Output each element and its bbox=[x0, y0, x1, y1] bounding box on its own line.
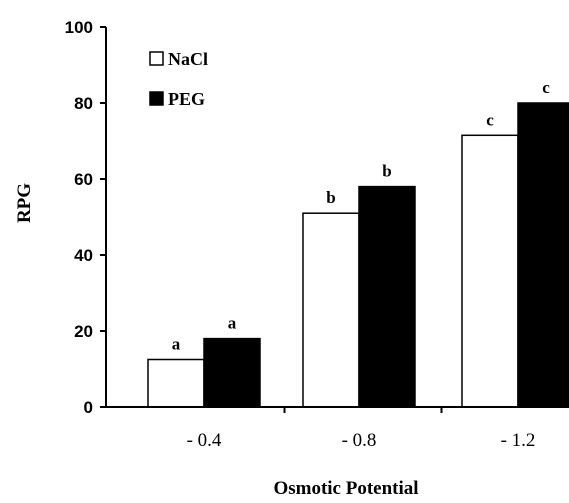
bar-label-nacl-3: c bbox=[486, 110, 494, 129]
bar-label-peg-1: a bbox=[228, 314, 237, 333]
bar-label-peg-3: c bbox=[542, 78, 550, 97]
y-axis-title: RPG bbox=[14, 183, 35, 223]
legend: NaCl PEG bbox=[150, 49, 208, 109]
bar-peg-2 bbox=[359, 187, 415, 407]
bar-nacl-1 bbox=[148, 360, 204, 408]
y-ticks: 0 20 40 60 80 100 bbox=[65, 18, 106, 417]
y-tick-label: 100 bbox=[65, 18, 93, 37]
bar-label-nacl-2: b bbox=[326, 188, 335, 207]
x-ticks: - 0.4 - 0.8 - 1.2 bbox=[187, 407, 536, 451]
y-tick-label: 0 bbox=[84, 398, 93, 417]
y-tick-label: 20 bbox=[74, 322, 93, 341]
bar-peg-3 bbox=[518, 103, 569, 407]
bar-label-peg-2: b bbox=[382, 162, 391, 181]
bars bbox=[148, 103, 569, 407]
bar-nacl-2 bbox=[303, 213, 359, 407]
x-axis-title: Osmotic Potential bbox=[273, 478, 418, 499]
bar-label-nacl-1: a bbox=[172, 335, 181, 354]
y-tick-label: 40 bbox=[74, 246, 93, 265]
legend-swatch-peg bbox=[150, 92, 163, 105]
y-tick-label: 80 bbox=[74, 94, 93, 113]
x-tick-label: - 0.8 bbox=[342, 430, 377, 451]
bar-peg-1 bbox=[204, 339, 260, 407]
x-tick-label: - 1.2 bbox=[501, 430, 536, 451]
legend-swatch-nacl bbox=[150, 52, 163, 65]
bar-nacl-3 bbox=[462, 135, 518, 407]
x-tick-label: - 0.4 bbox=[187, 430, 222, 451]
legend-label-nacl: NaCl bbox=[168, 49, 208, 69]
legend-label-peg: PEG bbox=[168, 89, 205, 109]
y-tick-label: 60 bbox=[74, 170, 93, 189]
